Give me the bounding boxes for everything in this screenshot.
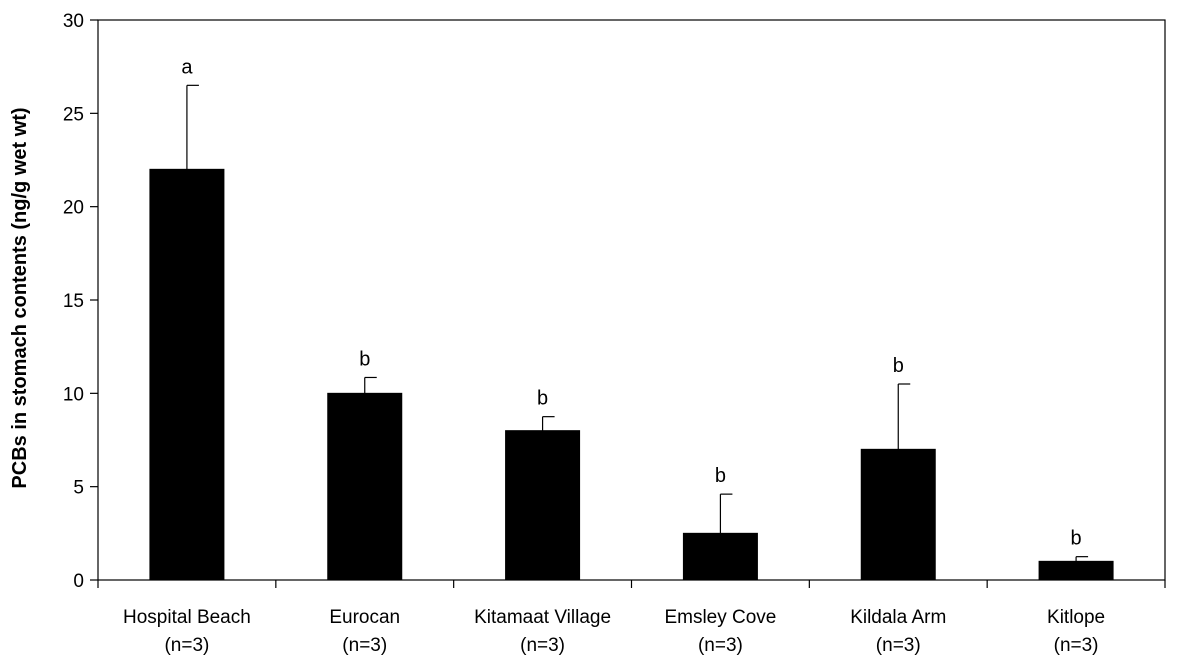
y-tick-label: 10 [63,384,84,405]
significance-label: b [1071,528,1082,550]
significance-label: b [537,388,548,410]
significance-label: b [359,348,370,370]
category-label: Kitlope [1047,607,1105,628]
category-sample-size: (n=3) [342,635,387,656]
y-tick-label: 15 [63,291,84,312]
category-sample-size: (n=3) [520,635,565,656]
bar [1038,560,1114,581]
category-label: Eurocan [329,607,400,628]
plot-area: 0 5 10 15 20 25 30 a Hospital Beach (n=3) b Eurocan… [63,11,1166,656]
category-sample-size: (n=3) [876,635,921,656]
category-label: Kitamaat Village [474,607,611,628]
category-label: Hospital Beach [123,607,251,628]
significance-label: b [715,465,726,487]
y-tick-label: 5 [73,478,84,499]
bar [682,532,758,581]
plot-frame [97,19,1166,581]
significance-label: a [181,56,193,78]
bar [505,430,581,581]
category-label: Emsley Cove [664,607,776,628]
bar [860,448,936,581]
category-sample-size: (n=3) [1054,635,1099,656]
bar [327,392,403,581]
bar [149,168,225,581]
category-sample-size: (n=3) [698,635,743,656]
y-tick-label: 0 [73,571,84,592]
y-axis-title: PCBs in stomach contents (ng/g wet wt) [9,107,31,488]
significance-label: b [893,355,904,377]
y-tick-label: 20 [63,198,84,219]
category-label: Kildala Arm [850,607,946,628]
y-tick-label: 25 [63,104,84,125]
y-tick-label: 30 [63,11,84,32]
category-sample-size: (n=3) [164,635,209,656]
